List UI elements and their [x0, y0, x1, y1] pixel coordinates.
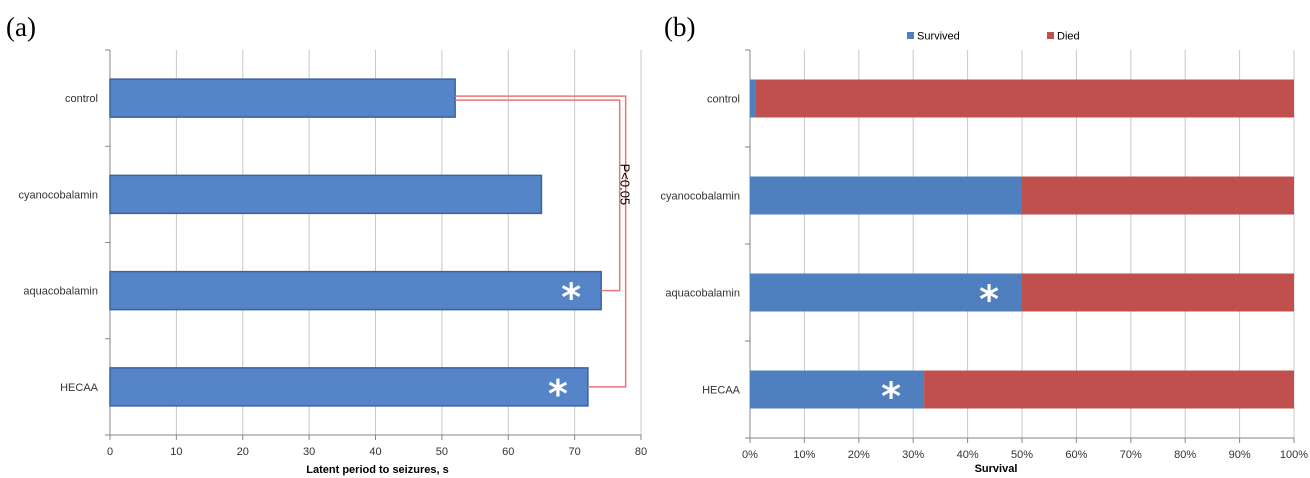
legend-swatch-died: [1047, 32, 1054, 39]
x-tick-label: 40%: [957, 449, 979, 461]
x-axis-title: Survival: [975, 463, 1018, 475]
x-tick-label: 80%: [1174, 449, 1196, 461]
x-tick-label: 30%: [902, 449, 924, 461]
x-tick-label: 10%: [793, 449, 815, 461]
x-tick-label: 60%: [1065, 449, 1087, 461]
significance-asterisk: *: [979, 278, 999, 322]
significance-asterisk: *: [881, 375, 901, 419]
y-tick-label-cyanocobalamin: cyanocobalamin: [19, 189, 99, 201]
panel-a-label: (a): [6, 12, 36, 42]
bar-survived-aquacobalamin: [750, 273, 1022, 312]
bar-died-hecaa: [924, 370, 1294, 409]
p-value-annotation: P<0.05: [618, 164, 633, 206]
bar-survived-control: [750, 79, 756, 118]
x-tick-label: 50%: [1011, 449, 1033, 461]
bar-died-cyanocobalamin: [1022, 176, 1294, 215]
chart-a-latent-period: 0 10 20 30 40 50 60 70 80 control cyanocobalamin aq…: [19, 49, 647, 476]
x-tick-label: 0%: [742, 449, 758, 461]
x-tick-label: 0: [107, 446, 113, 458]
legend-label-died: Died: [1057, 31, 1080, 43]
x-tick-label: 90%: [1229, 449, 1251, 461]
bar-survived-hecaa: [750, 370, 925, 409]
x-tick-label: 20: [237, 446, 249, 458]
x-tick-label: 80: [635, 446, 647, 458]
panel-b-label: (b): [664, 12, 696, 42]
x-tick-label: 100%: [1280, 449, 1308, 461]
x-tick-label: 70%: [1120, 449, 1142, 461]
y-tick-label-aquacobalamin: aquacobalamin: [665, 288, 740, 300]
significance-asterisk: *: [548, 372, 568, 416]
bar-control: [109, 78, 456, 118]
y-tick-label-cyanocobalamin: cyanocobalamin: [661, 191, 741, 203]
x-tick-label: 30: [303, 446, 315, 458]
x-tick-label: 10: [170, 446, 182, 458]
x-tick-label: 70: [569, 446, 581, 458]
y-tick-label-control: control: [65, 93, 98, 105]
x-tick-label: 50: [436, 446, 448, 458]
y-tick-label-hecaa: HECAA: [60, 382, 99, 394]
bar-aquacobalamin: [109, 270, 602, 311]
bracket-control-aquacobalamin: [455, 99, 621, 292]
chart-b-survival: 0% 10% 20% 30% 40% 50% 60% 70% 80% 90% 100% control…: [661, 31, 1309, 476]
x-tick-label: 40: [369, 446, 381, 458]
bar-hecaa: [109, 367, 589, 407]
significance-asterisk: *: [561, 276, 581, 320]
x-tick-label: 20%: [848, 449, 870, 461]
y-tick-label-aquacobalamin: aquacobalamin: [23, 286, 98, 298]
y-tick-label-hecaa: HECAA: [702, 385, 741, 397]
bracket-control-hecaa: [455, 95, 627, 388]
legend-label-survived: Survived: [917, 31, 960, 43]
bar-cyanocobalamin: [109, 174, 543, 215]
bar-died-control: [755, 79, 1294, 118]
x-tick-label: 60: [502, 446, 514, 458]
bar-died-aquacobalamin: [1022, 273, 1294, 312]
legend-swatch-survived: [907, 32, 914, 39]
y-tick-label-control: control: [707, 94, 740, 106]
bar-survived-cyanocobalamin: [750, 176, 1022, 215]
x-axis-title: Latent period to seizures, s: [306, 464, 448, 476]
